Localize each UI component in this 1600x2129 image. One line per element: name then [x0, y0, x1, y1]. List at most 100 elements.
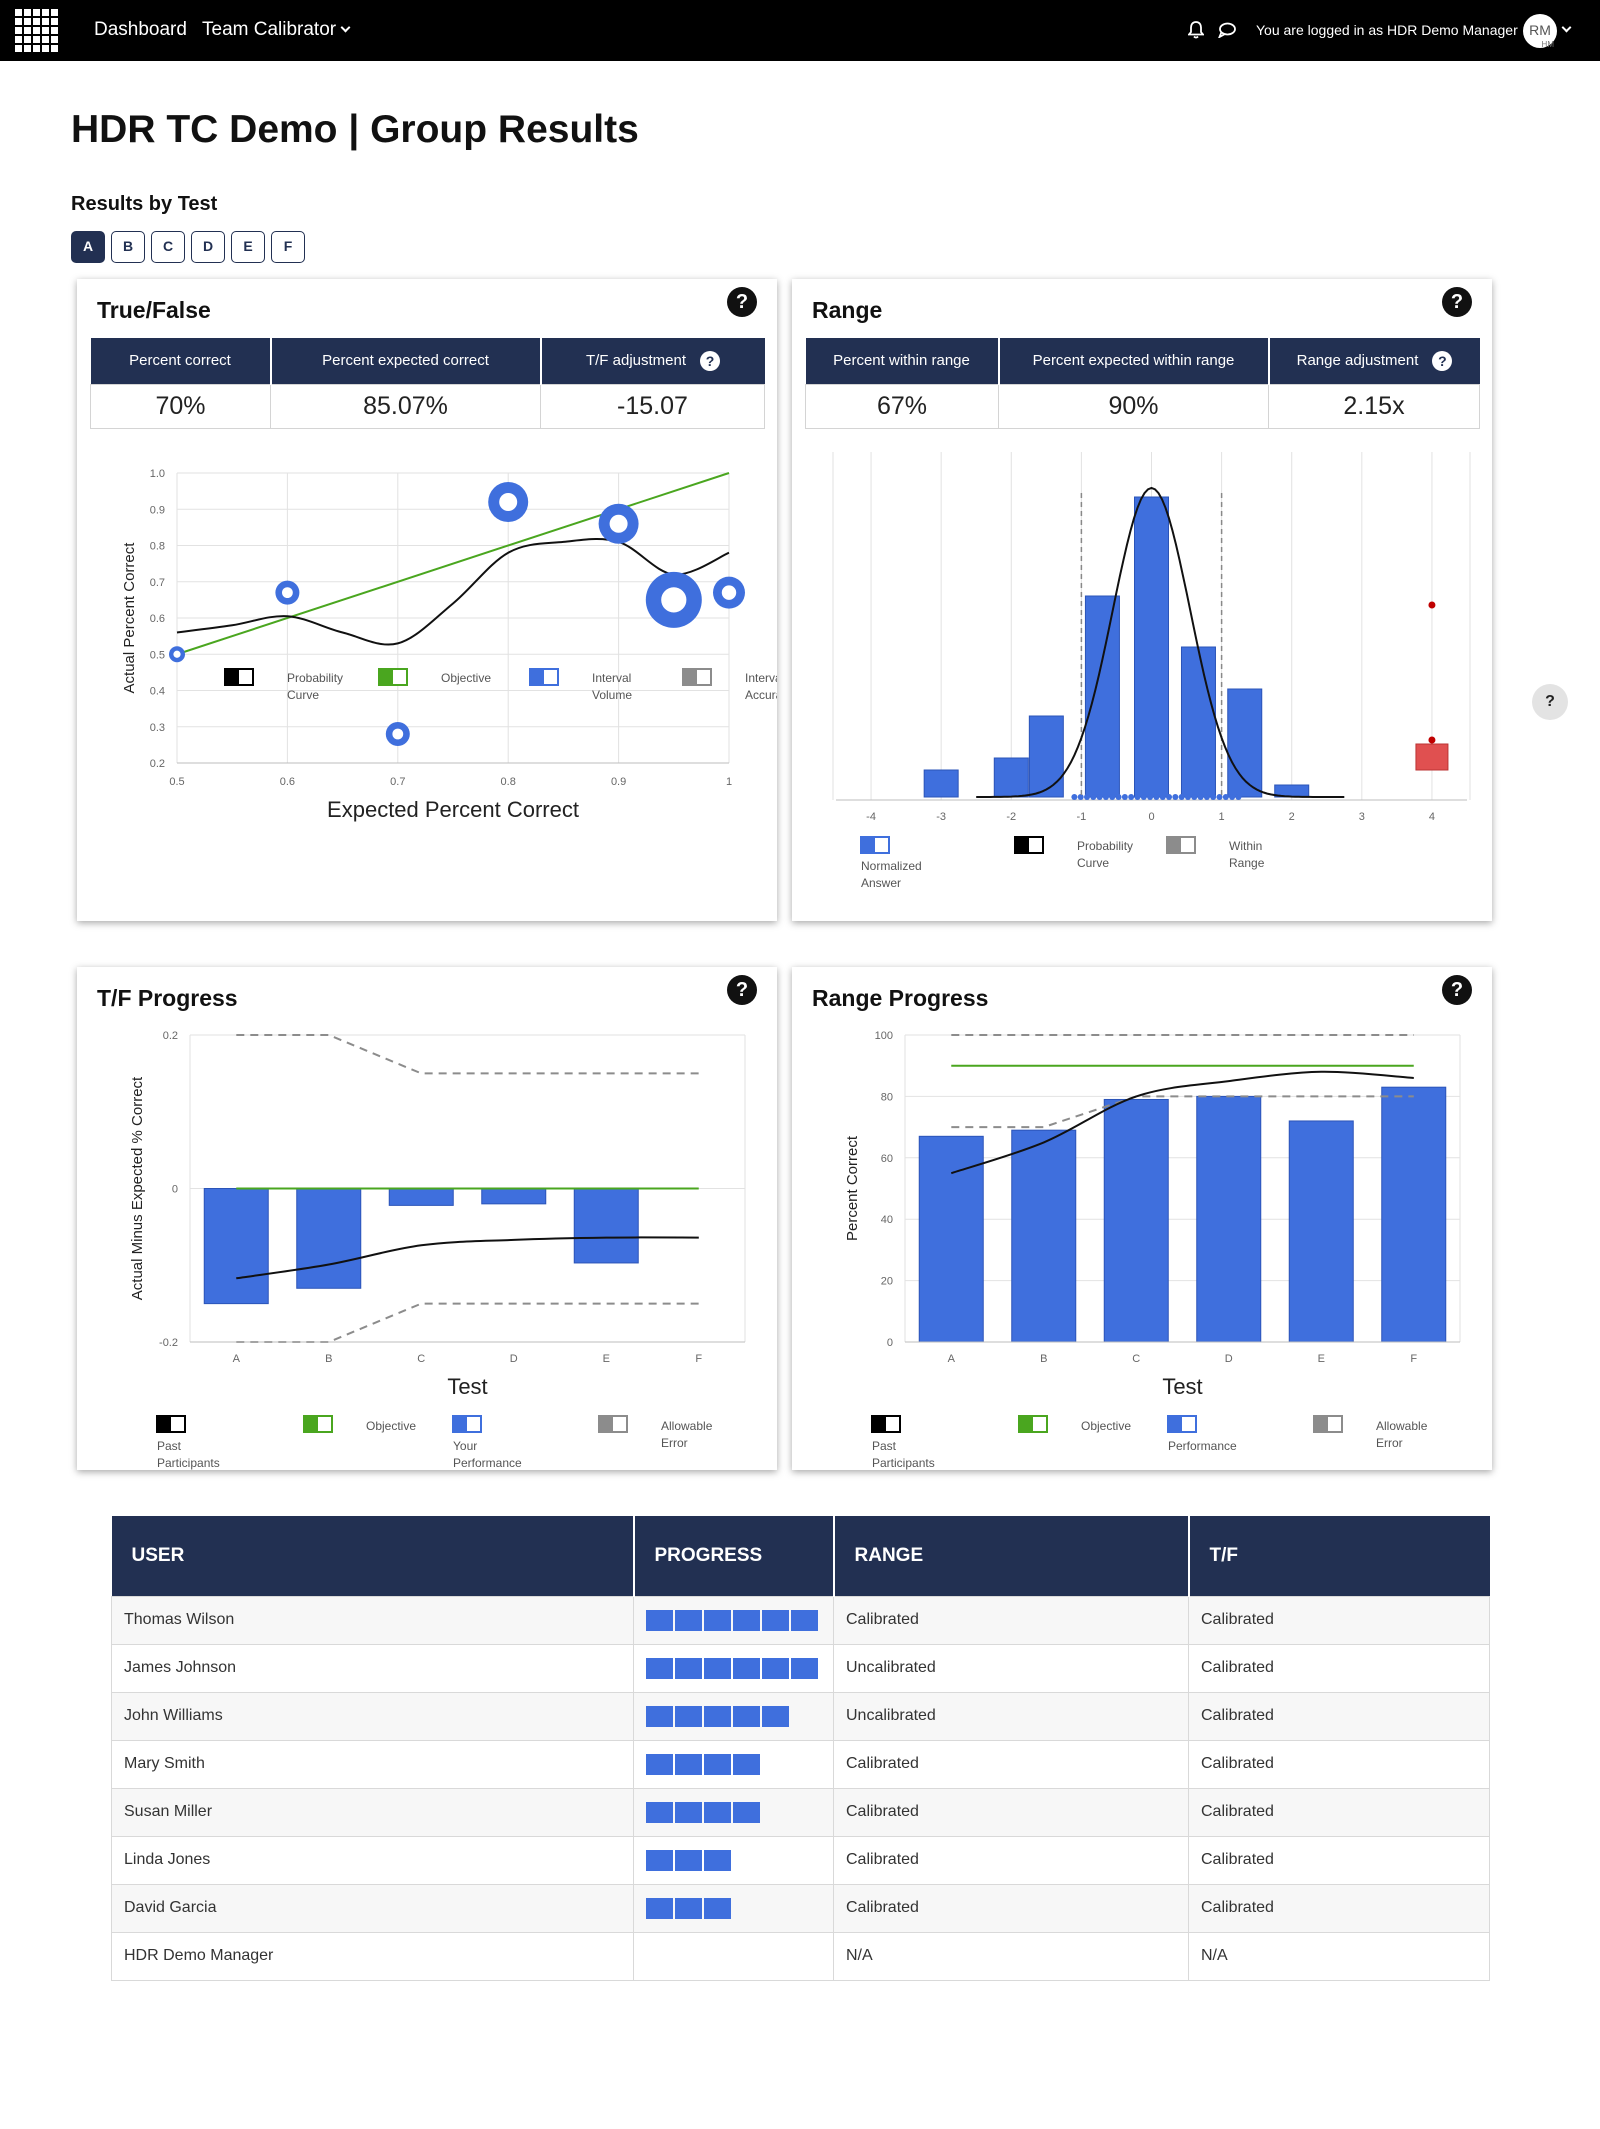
legend-2-swatch-fill: [531, 670, 544, 684]
answer-dot: [1159, 794, 1166, 800]
legend-label-line: Past: [157, 1439, 182, 1453]
progress-segment: [675, 1801, 702, 1823]
x-tick-label: D: [510, 1353, 518, 1365]
answer-dot: [1203, 794, 1210, 800]
avatar-initials: RM: [1529, 22, 1551, 38]
progress-cell: [633, 1643, 834, 1693]
legend-label-line: Past: [872, 1439, 897, 1453]
x-axis-title: Test: [447, 1374, 487, 1399]
progress-segment: [733, 1898, 760, 1919]
answer-dot: [1071, 794, 1078, 800]
legend-label-line: Within: [1229, 839, 1262, 853]
legend-label-line: Volume: [592, 688, 632, 702]
progress-segment: [675, 1609, 702, 1631]
tf-value-percent-expected: 85.07%: [270, 383, 541, 429]
user-name: HDR Demo Manager: [111, 1931, 634, 1981]
progress-cell: [633, 1787, 834, 1837]
y-tick-label: 60: [881, 1153, 893, 1165]
range-help-icon[interactable]: ?: [1442, 287, 1472, 317]
test-tab-c[interactable]: C: [151, 231, 185, 263]
x-tick-label: D: [1225, 1353, 1233, 1365]
tf-adjustment-help-icon[interactable]: ?: [700, 350, 721, 371]
progress-cell: [633, 1931, 834, 1981]
histogram-bar: [1134, 496, 1169, 798]
progress-segment: [762, 1754, 789, 1775]
legend-label-line: Answer: [861, 876, 901, 890]
progress-cell: [633, 1595, 834, 1645]
progress-segment: [762, 1609, 789, 1631]
performance-bar: [1381, 1086, 1447, 1343]
progress-segment: [646, 1801, 673, 1823]
test-tab-d[interactable]: D: [191, 231, 225, 263]
progress-segment: [733, 1657, 760, 1679]
chat-icon[interactable]: [1218, 22, 1236, 38]
performance-bar: [481, 1188, 547, 1205]
table-row: HDR Demo Manager N/A N/A: [111, 1931, 1490, 1981]
legend-label-line: Curve: [287, 688, 319, 702]
legend-label: Objective: [441, 671, 491, 685]
progress-segment: [762, 1850, 789, 1871]
legend-label-line: Probability: [287, 671, 343, 685]
legend-label-line: Objective: [1081, 1419, 1131, 1433]
nav-team-calibrator[interactable]: Team Calibrator: [202, 19, 351, 41]
app-grid-icon[interactable]: [15, 9, 58, 52]
progress-segment: [704, 1753, 731, 1775]
tf-help-icon[interactable]: ?: [727, 287, 757, 317]
range-progress-help-icon[interactable]: ?: [1442, 975, 1472, 1005]
performance-bar: [388, 1188, 454, 1206]
y-tick-label: 0.5: [150, 649, 165, 661]
legend-2-swatch-fill: [1169, 1417, 1182, 1431]
x-tick-label: B: [1040, 1353, 1047, 1365]
range-card: Range ? Percent within range Percent exp…: [792, 279, 1492, 921]
nav-dashboard[interactable]: Dashboard: [94, 19, 187, 40]
legend-label-line: Performance: [453, 1456, 522, 1470]
legend-2-swatch-fill: [454, 1417, 467, 1431]
legend-label: Allowable Error: [661, 1419, 713, 1450]
range-histogram-chart: -4 -3 -2 -1 0 1 2 3 4 Normalized Answer Probability…: [832, 452, 1471, 890]
tf-stats-table: Percent correct Percent expected correct…: [90, 338, 765, 429]
legend-label-line: Objective: [366, 1419, 416, 1433]
test-tab-f[interactable]: F: [271, 231, 305, 263]
accuracy-point: [282, 587, 293, 599]
test-tab-a[interactable]: A: [71, 231, 105, 263]
test-tab-b[interactable]: B: [111, 231, 145, 263]
performance-bar: [918, 1135, 984, 1343]
legend-3-swatch-fill: [600, 1417, 613, 1431]
x-tick-label: 0.8: [501, 776, 516, 788]
tf-progress-help-icon[interactable]: ?: [727, 975, 757, 1005]
progress-bar: [646, 1657, 833, 1679]
y-tick-label: 0: [172, 1184, 178, 1196]
progress-segment: [646, 1609, 673, 1631]
tf-status: Calibrated: [1188, 1595, 1490, 1645]
outlier-point: [1428, 736, 1436, 744]
progress-segment: [704, 1609, 731, 1631]
table-row: Susan Miller Calibrated Calibrated: [111, 1787, 1490, 1837]
progress-bar: [646, 1849, 833, 1871]
test-tab-e[interactable]: E: [231, 231, 265, 263]
answer-dot: [1121, 794, 1128, 800]
range-adjustment-help-icon[interactable]: ?: [1432, 350, 1453, 371]
answer-dot: [1216, 794, 1223, 800]
progress-segment: [675, 1657, 702, 1679]
bell-icon[interactable]: [1188, 21, 1204, 39]
accuracy-point: [609, 514, 628, 533]
legend-label: Your Performance: [453, 1439, 522, 1470]
progress-bar: [646, 1705, 833, 1727]
y-tick-label: 0.9: [150, 504, 165, 516]
progress-segment: [791, 1706, 818, 1727]
table-row: Linda Jones Calibrated Calibrated: [111, 1835, 1490, 1885]
progress-segment: [646, 1705, 673, 1727]
chevron-down-icon[interactable]: [1561, 22, 1572, 33]
legend-label-line: Interval: [745, 671, 777, 685]
answer-dot: [1115, 794, 1122, 800]
probability-curve: [976, 486, 1345, 798]
table-row: Thomas Wilson Calibrated Calibrated: [111, 1595, 1490, 1645]
col-header-user: USER: [111, 1516, 635, 1596]
floating-help-button[interactable]: ?: [1532, 684, 1568, 720]
legend-label-line: Participants: [872, 1456, 935, 1470]
avatar[interactable]: RM HM: [1523, 14, 1557, 49]
answer-dot: [1191, 794, 1198, 800]
legend-label: Past Participants: [157, 1439, 220, 1470]
allowable-error-lower: [236, 1302, 699, 1343]
performance-bar: [296, 1188, 362, 1289]
